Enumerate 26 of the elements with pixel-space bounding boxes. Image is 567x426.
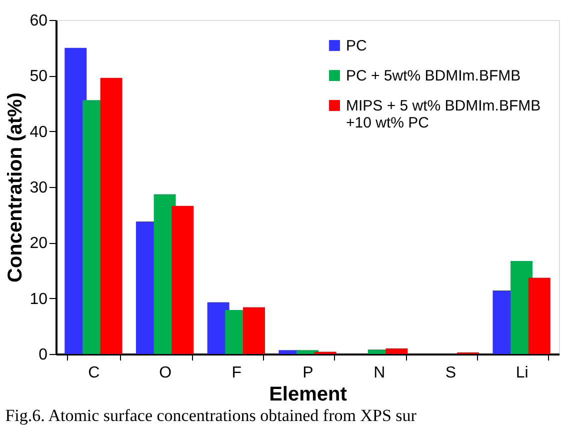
x-tick-label: Li [516,364,528,382]
legend-label: MIPS + 5 wt% BDMIm.BFMB +10 wt% PC [346,98,541,132]
caption: Fig.6. Atomic surface concentrations obtained from XPS sur [5,406,417,425]
x-tick-label: O [159,364,172,382]
legend-label: PC [346,38,368,54]
y-tick-label: 20 [30,235,48,252]
x-tick-label: S [445,364,456,382]
bar [296,350,318,354]
y-tick-label: 30 [30,180,48,196]
y-tick-label: 50 [30,68,48,86]
y-tick-label: 60 [30,12,48,30]
bar [100,78,122,354]
x-tick-label: P [302,364,314,382]
bar [386,348,408,354]
bar [242,307,265,354]
y-tick-label: 0 [38,346,48,364]
x-tick-label: C [88,364,100,382]
x-tick-label: N [374,364,386,382]
legend-label: PC + 5wt% BDMIm.BFMB [346,68,521,84]
y-axis-title: Concentration (at%) [4,92,27,282]
bar [528,278,550,354]
y-tick-label: 10 [30,290,48,308]
y-tick-label: 40 [30,124,48,141]
bar [172,206,194,354]
x-axis-title: Element [269,384,348,406]
x-tick-label: F [232,364,242,382]
